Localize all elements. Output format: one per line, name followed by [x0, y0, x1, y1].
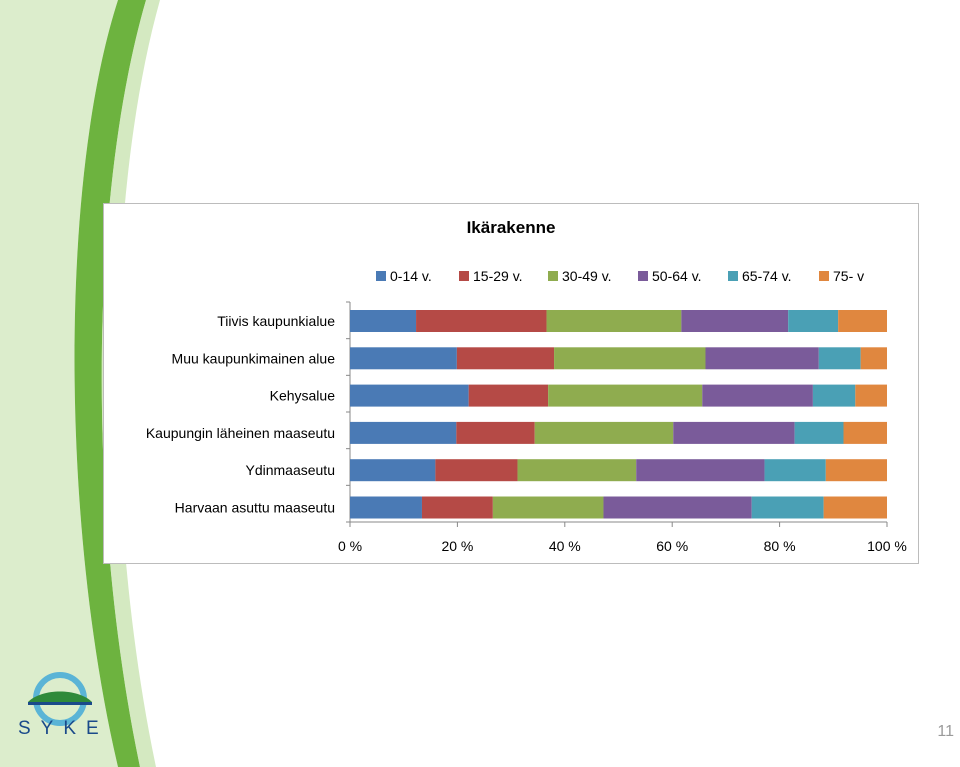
- bar-segment: [492, 496, 604, 519]
- category-label: Harvaan asuttu maaseutu: [175, 500, 335, 516]
- legend-swatch: [638, 271, 648, 281]
- logo-water-line: [28, 702, 92, 705]
- bar-segment: [673, 421, 795, 444]
- bar-segment: [705, 347, 819, 370]
- bars: [350, 310, 887, 519]
- bar-segment: [350, 421, 457, 444]
- stacked-bar-chart: Ikärakenne 0-14 v. 15-29 v. 30-49 v. 50-64 …: [146, 218, 907, 554]
- legend-label: 75- v: [833, 268, 864, 284]
- legend-swatch: [459, 271, 469, 281]
- legend-swatch: [376, 271, 386, 281]
- syke-logo: [28, 672, 92, 726]
- bar-segment: [350, 459, 436, 482]
- pale-green-band: [0, 0, 118, 767]
- x-tick-label: 100 %: [867, 538, 907, 554]
- bar-segment: [350, 384, 469, 407]
- light-green-curve: [101, 0, 160, 767]
- bar-segment: [818, 347, 861, 370]
- logo-text: SYKE: [18, 718, 109, 739]
- legend-label: 30-49 v.: [562, 268, 612, 284]
- bar-segment: [764, 459, 826, 482]
- chart-frame: Ikärakenne 0-14 v. 15-29 v. 30-49 v. 50-64 …: [103, 203, 919, 564]
- bar-segment: [517, 459, 637, 482]
- bar-segment: [350, 310, 417, 332]
- bar-segment: [421, 496, 493, 519]
- bar-segment: [825, 459, 887, 482]
- x-axis: 0 % 20 % 40 % 60 % 80 % 100 %: [338, 521, 907, 554]
- category-label: Tiivis kaupunkialue: [217, 313, 335, 329]
- legend-label: 15-29 v.: [473, 268, 523, 284]
- category-label: Ydinmaaseutu: [245, 462, 335, 478]
- bar-segment: [350, 496, 422, 519]
- bar-segment: [860, 347, 887, 370]
- bar-segment: [636, 459, 765, 482]
- bar-segment: [838, 310, 887, 332]
- bar-segment: [603, 496, 752, 519]
- bar-segment: [788, 310, 839, 332]
- legend-label: 0-14 v.: [390, 268, 432, 284]
- bar-segment: [456, 347, 555, 370]
- bar-segment: [554, 347, 706, 370]
- bar-segment: [794, 421, 844, 444]
- bar-segment: [548, 384, 703, 407]
- bar-segment: [468, 384, 549, 407]
- bar-segment: [546, 310, 682, 332]
- bar-segment: [823, 496, 887, 519]
- chart-title: Ikärakenne: [467, 218, 556, 237]
- legend-swatch: [819, 271, 829, 281]
- legend-swatch: [548, 271, 558, 281]
- x-tick-label: 80 %: [764, 538, 796, 554]
- bar-segment: [534, 421, 674, 444]
- bar-segment: [702, 384, 813, 407]
- category-label: Kehysalue: [270, 388, 336, 404]
- green-curve-band: [74, 0, 146, 767]
- logo-hill-icon: [28, 691, 92, 702]
- x-tick-label: 0 %: [338, 538, 362, 554]
- bar-segment: [416, 310, 547, 332]
- legend-label: 65-74 v.: [742, 268, 792, 284]
- category-label: Muu kaupunkimainen alue: [172, 350, 336, 366]
- bar-segment: [855, 384, 887, 407]
- category-label: Kaupungin läheinen maaseutu: [146, 425, 335, 441]
- bar-segment: [681, 310, 789, 332]
- bar-segment: [812, 384, 856, 407]
- y-axis: Tiivis kaupunkialue Muu kaupunkimainen al…: [146, 301, 351, 523]
- chart-legend: 0-14 v. 15-29 v. 30-49 v. 50-64 v. 65-74 v. 7…: [376, 268, 864, 284]
- bar-segment: [751, 496, 824, 519]
- page-number: 11: [937, 723, 954, 740]
- x-tick-label: 20 %: [441, 538, 473, 554]
- x-tick-label: 40 %: [549, 538, 581, 554]
- bar-segment: [456, 421, 535, 444]
- x-tick-label: 60 %: [656, 538, 688, 554]
- bar-segment: [843, 421, 887, 444]
- legend-label: 50-64 v.: [652, 268, 702, 284]
- legend-swatch: [728, 271, 738, 281]
- bar-segment: [435, 459, 518, 482]
- bar-segment: [350, 347, 457, 370]
